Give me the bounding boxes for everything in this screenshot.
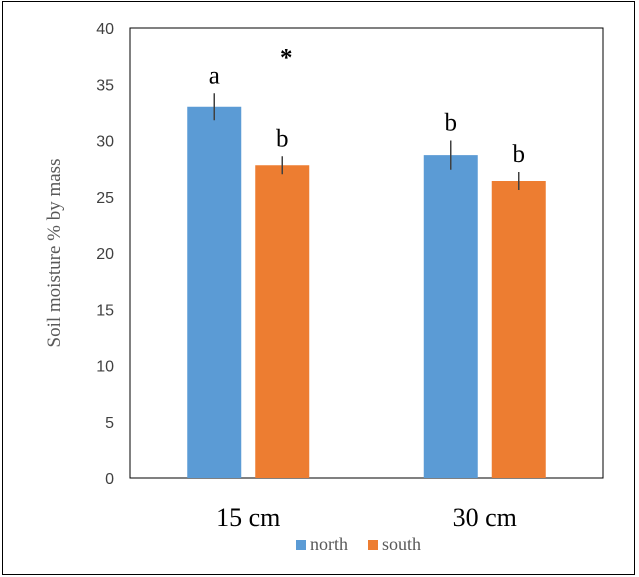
y-tick-label: 5 [105,415,114,432]
legend-swatch-south [368,540,378,550]
x-axis-categories: 15 cm 30 cm [216,503,517,532]
x-category-label: 30 cm [453,503,517,532]
legend: north south [296,534,421,554]
bars: a b b b * [187,44,546,478]
x-category-label: 15 cm [216,503,280,532]
significance-asterisk: * [280,44,293,71]
significance-letter: a [209,62,220,89]
y-tick-label: 40 [96,21,114,38]
y-axis-label: Soil moisture % by mass [44,159,65,348]
significance-letter: b [445,110,458,137]
y-axis-ticks: 0 5 10 15 20 25 30 35 40 [96,21,114,488]
y-tick-label: 30 [96,134,114,151]
significance-letter: b [276,125,289,152]
y-tick-label: 25 [96,190,114,207]
legend-label-north: north [310,534,348,554]
y-tick-label: 15 [96,302,114,319]
y-tick-label: 35 [96,77,114,94]
bar-north [187,106,242,478]
bar-north [423,155,478,478]
y-tick-label: 10 [96,359,114,376]
bar-south [255,165,310,478]
bar-south [491,181,546,478]
plot-area [129,27,604,479]
legend-label-south: south [382,534,421,554]
legend-swatch-north [296,540,306,550]
y-tick-label: 20 [96,246,114,263]
significance-letter: b [513,141,526,168]
y-tick-label: 0 [105,471,114,488]
